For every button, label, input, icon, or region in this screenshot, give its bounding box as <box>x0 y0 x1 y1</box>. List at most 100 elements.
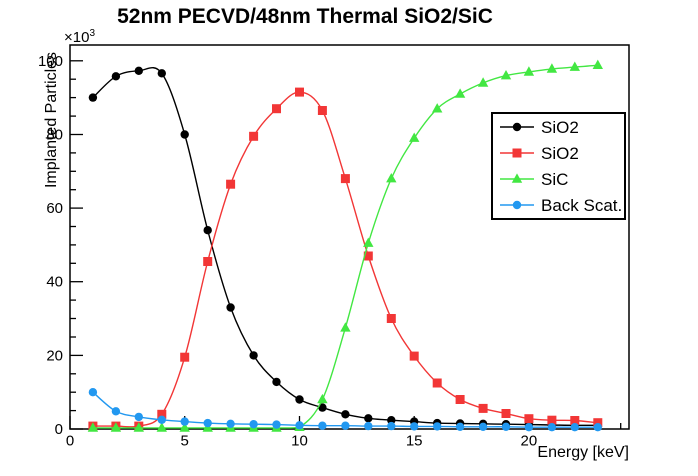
legend: SiO2 SiO2 SiC Back Scat. <box>491 112 626 220</box>
data-point-marker <box>203 226 212 235</box>
data-point-marker <box>547 415 557 425</box>
data-point-marker <box>512 122 522 132</box>
data-point-marker <box>500 70 512 80</box>
x-tick-label: 5 <box>181 432 189 449</box>
data-point-marker <box>524 423 534 432</box>
data-point-marker <box>387 416 396 425</box>
data-point-marker <box>570 423 579 432</box>
data-point-marker <box>454 88 466 98</box>
legend-item-sio2-thermal: SiO2 <box>498 145 624 162</box>
plot-frame <box>69 44 630 430</box>
square-marker-icon <box>500 148 534 158</box>
x-axis-ticks: 0 5 10 15 20 <box>66 416 622 449</box>
data-point-marker <box>364 421 373 431</box>
data-point-marker <box>569 61 580 71</box>
y-tick-label: 0 <box>55 421 63 438</box>
legend-label: SiO2 <box>541 117 579 137</box>
triangle-marker-icon <box>500 173 534 183</box>
legend-item-back-scat: Back Scat. <box>498 197 624 214</box>
legend-label: SiO2 <box>541 143 579 163</box>
data-point-marker <box>524 414 534 424</box>
data-point-marker <box>157 415 166 424</box>
y-axis-multiplier-base: ×10 <box>64 29 90 46</box>
data-point-marker <box>523 66 535 76</box>
data-point-marker <box>88 93 98 102</box>
data-point-marker <box>156 422 167 432</box>
data-point-marker <box>272 377 281 387</box>
legend-item-sic: SiC <box>498 171 624 188</box>
legend-item-sio2-pecvd: SiO2 <box>498 119 624 136</box>
data-point-marker <box>410 422 419 431</box>
x-tick-label: 20 <box>521 432 538 449</box>
data-point-marker <box>87 422 99 432</box>
data-point-marker <box>295 395 304 404</box>
data-point-marker <box>386 314 396 323</box>
data-point-marker <box>511 173 523 183</box>
data-point-marker <box>433 422 442 431</box>
data-point-marker <box>110 422 122 432</box>
data-point-marker <box>295 87 304 97</box>
data-point-marker <box>226 303 235 312</box>
data-point-marker <box>249 351 258 360</box>
data-point-marker <box>455 422 465 431</box>
data-point-marker <box>409 351 419 361</box>
legend-label: SiC <box>541 169 569 189</box>
data-point-marker <box>317 393 328 404</box>
y-axis-ticks: 0 20 40 60 80 100 <box>38 53 83 438</box>
y-tick-label: 20 <box>46 347 63 364</box>
data-point-marker <box>478 403 488 413</box>
data-point-marker <box>134 412 143 422</box>
legend-label: Back Scat. <box>541 195 623 215</box>
data-point-marker <box>546 63 558 73</box>
data-point-marker <box>512 200 522 210</box>
data-point-marker <box>272 420 281 429</box>
data-point-marker <box>134 66 143 76</box>
data-point-marker <box>295 421 304 430</box>
data-point-marker <box>133 422 144 432</box>
data-point-marker <box>512 148 522 158</box>
data-point-marker <box>501 409 511 418</box>
y-axis-multiplier: ×103 <box>64 28 95 46</box>
data-point-marker <box>432 378 442 388</box>
data-point-marker <box>180 417 189 426</box>
data-point-marker <box>593 418 603 428</box>
x-tick-label: 15 <box>406 432 423 449</box>
y-tick-label: 100 <box>38 53 63 70</box>
data-point-marker <box>226 179 236 189</box>
data-point-marker <box>88 388 98 397</box>
data-point-marker <box>570 416 580 425</box>
data-point-marker <box>592 59 603 69</box>
y-tick-label: 80 <box>46 127 63 144</box>
data-point-marker <box>179 422 190 432</box>
data-point-marker <box>363 237 374 247</box>
data-point-marker <box>593 423 602 432</box>
data-point-marker <box>318 421 327 430</box>
data-point-marker <box>249 131 259 141</box>
data-point-marker <box>180 352 190 362</box>
data-point-marker <box>477 77 489 87</box>
data-point-marker <box>386 173 397 183</box>
data-point-marker <box>272 104 281 114</box>
data-point-marker <box>318 403 327 412</box>
data-point-marker <box>547 423 557 432</box>
data-point-marker <box>317 106 327 115</box>
x-tick-label: 10 <box>291 432 308 449</box>
circle-marker-icon <box>500 200 534 210</box>
data-point-marker <box>340 174 350 184</box>
y-tick-label: 40 <box>46 274 63 291</box>
data-point-marker <box>203 257 213 266</box>
y-tick-label: 60 <box>46 200 63 217</box>
data-point-marker <box>387 421 396 431</box>
data-point-marker <box>409 132 420 142</box>
data-point-marker <box>203 418 212 428</box>
data-point-marker <box>501 422 511 431</box>
circle-marker-icon <box>500 122 534 132</box>
data-point-marker <box>455 395 465 404</box>
y-axis-multiplier-exponent: 3 <box>89 28 96 39</box>
data-point-marker <box>157 69 166 78</box>
data-point-marker <box>478 422 488 431</box>
data-point-marker <box>249 420 258 429</box>
data-point-marker <box>364 414 373 423</box>
data-point-marker <box>226 419 235 428</box>
